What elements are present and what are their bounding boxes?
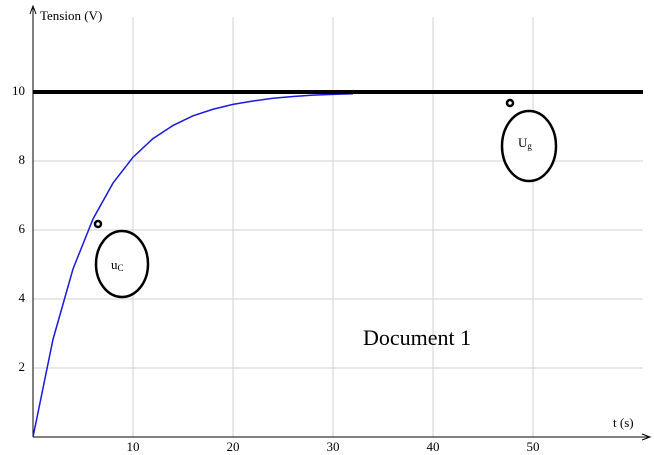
cloud-ug: Ug: [500, 98, 558, 183]
x-tick-label: 20: [227, 439, 240, 454]
x-tick-label: 40: [427, 439, 440, 454]
y-axis-label: Tension (V): [40, 8, 102, 23]
x-tick-label: 50: [527, 439, 540, 454]
grid: [33, 17, 643, 437]
y-tick-label: 8: [19, 152, 26, 167]
x-axis-label: t (s): [613, 415, 634, 430]
annotation: uC: [111, 257, 124, 273]
y-tick-label: 6: [19, 221, 26, 236]
x-axis-arrow: [641, 433, 652, 441]
y-tick-label: 10: [12, 83, 25, 98]
x-tick-label: 10: [127, 439, 140, 454]
y-tick-label: 4: [19, 290, 26, 305]
series-line: [32, 92, 354, 438]
annotation: Ug: [518, 135, 532, 151]
x-tick-label: 30: [327, 439, 340, 454]
y-tick-label: 2: [19, 359, 26, 374]
y-axis-arrow: [29, 4, 37, 15]
document-label: Document 1: [363, 325, 471, 350]
cloud-uc: uC: [93, 219, 150, 299]
